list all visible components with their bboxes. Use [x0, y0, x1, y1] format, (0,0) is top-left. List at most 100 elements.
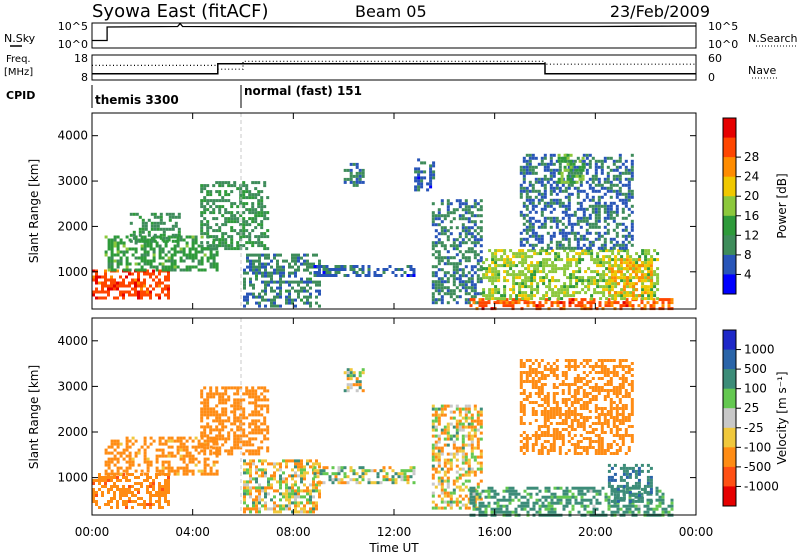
power-echo-cell	[479, 250, 483, 254]
power-echo-cell	[488, 249, 492, 253]
power-echo-cell	[113, 259, 117, 263]
velocity-echo-cell	[227, 416, 231, 420]
power-echo-cell	[594, 159, 598, 163]
velocity-echo-cell	[464, 503, 468, 507]
power-echo-cell	[533, 267, 537, 271]
power-echo-cell	[546, 180, 550, 184]
velocity-echo-cell	[221, 398, 225, 402]
velocity-echo-cell	[502, 498, 506, 502]
power-echo-cell	[558, 189, 562, 193]
power-echo-cell	[233, 220, 237, 224]
power-echo-cell	[140, 281, 143, 285]
power-echo-cell	[629, 279, 633, 283]
velocity-echo-cell	[568, 510, 572, 514]
power-echo-cell	[575, 282, 579, 286]
power-echo-cell	[158, 244, 162, 248]
power-echo-cell	[104, 253, 108, 257]
power-echo-cell	[140, 259, 144, 263]
velocity-echo-cell	[294, 504, 297, 508]
power-echo-cell	[443, 271, 447, 275]
power-echo-cell	[611, 294, 615, 298]
velocity-echo-cell	[446, 437, 450, 441]
velocity-echo-cell	[440, 446, 444, 450]
power-echo-cell	[599, 261, 603, 265]
velocity-echo-cell	[313, 466, 317, 470]
velocity-echo-cell	[511, 489, 515, 493]
power-echo-cell	[588, 186, 592, 190]
velocity-echo-cell	[303, 510, 306, 514]
power-echo-cell	[543, 168, 547, 172]
power-echo-cell	[656, 258, 660, 262]
power-echo-cell	[566, 252, 570, 256]
power-echo-cell	[346, 168, 350, 172]
power-echo-cell	[649, 258, 653, 262]
power-echo-cell	[534, 180, 538, 184]
velocity-echo-cell	[502, 489, 506, 493]
power-echo-cell	[618, 192, 622, 196]
velocity-echo-cell	[523, 495, 527, 499]
power-echo-cell	[545, 285, 549, 289]
power-echo-cell	[417, 182, 421, 186]
power-echo-cell	[257, 238, 261, 242]
power-echo-cell	[243, 286, 246, 290]
velocity-echo-cell	[221, 425, 225, 429]
velocity-echo-cell	[164, 460, 168, 464]
velocity-echo-cell	[245, 386, 249, 390]
velocity-echo-cell	[519, 419, 523, 422]
velocity-echo-cell	[206, 425, 210, 429]
velocity-echo-cell	[502, 495, 506, 499]
power-echo-cell	[543, 201, 547, 205]
power-echo-cell	[318, 259, 321, 263]
power-echo-cell	[161, 287, 164, 291]
velocity-echo-cell	[119, 497, 122, 500]
power-echo-cell	[533, 279, 537, 283]
power-echo-cell	[619, 304, 623, 308]
power-echo-cell	[376, 268, 380, 271]
velocity-echo-cell	[634, 495, 638, 499]
power-echo-cell	[549, 210, 553, 214]
velocity-echo-cell	[203, 434, 207, 438]
velocity-echo-cell	[203, 463, 207, 467]
power-echo-cell	[617, 294, 621, 298]
power-echo-cell	[530, 288, 534, 292]
power-echo-cell	[572, 255, 576, 259]
power-echo-cell	[449, 289, 453, 293]
power-echo-cell	[518, 270, 522, 274]
power-echo-cell	[263, 217, 267, 221]
power-echo-cell	[158, 293, 161, 297]
power-echo-cell	[288, 274, 291, 278]
velocity-echo-cell	[343, 389, 347, 393]
power-echo-cell	[618, 177, 622, 181]
velocity-echo-cell	[143, 460, 147, 464]
velocity-echo-cell	[580, 504, 584, 508]
velocity-echo-cell	[236, 416, 240, 420]
velocity-echo-cell	[637, 507, 641, 511]
power-echo-cell	[264, 283, 267, 287]
velocity-echo-cell	[113, 497, 116, 500]
power-echo-cell	[646, 264, 650, 268]
power-echo-cell	[588, 246, 592, 250]
velocity-echo-cell	[188, 469, 192, 473]
velocity-echo-cell	[273, 462, 276, 466]
velocity-echo-cell	[464, 416, 468, 420]
power-echo-cell	[92, 275, 95, 279]
power-echo-cell	[576, 195, 580, 199]
power-echo-cell	[464, 250, 468, 254]
power-echo-cell	[572, 285, 576, 289]
power-echo-cell	[509, 294, 513, 298]
power-echo-cell	[260, 235, 264, 239]
velocity-echo-cell	[352, 469, 356, 473]
velocity-echo-cell	[182, 466, 186, 470]
velocity-echo-cell	[155, 473, 158, 476]
velocity-echo-cell	[92, 494, 95, 497]
velocity-echo-cell	[318, 495, 321, 499]
power-echo-cell	[650, 297, 654, 301]
power-echo-cell	[620, 267, 624, 271]
velocity-echo-cell	[467, 410, 471, 414]
velocity-echo-cell	[182, 472, 186, 476]
power-echo-cell	[334, 271, 338, 274]
power-echo-cell	[379, 274, 383, 277]
velocity-echo-cell	[242, 416, 246, 420]
power-echo-cell	[431, 244, 435, 248]
velocity-echo-cell	[340, 466, 344, 470]
